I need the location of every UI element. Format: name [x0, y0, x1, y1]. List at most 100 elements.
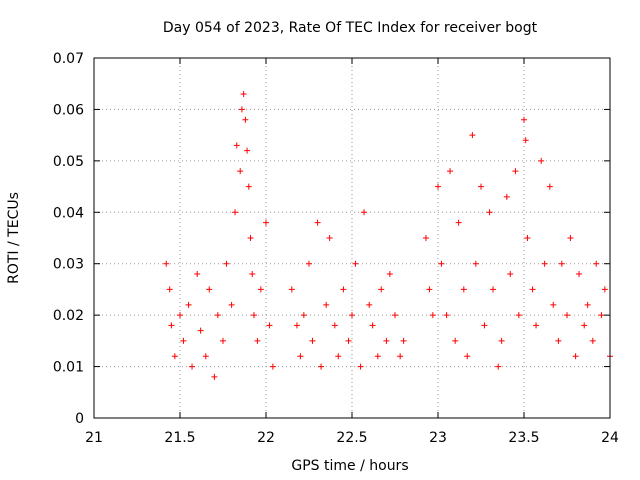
data-point [498, 337, 505, 344]
data-point [240, 91, 247, 97]
y-axis-label: ROTI / TECUs [6, 192, 22, 284]
y-tick-label: 0.06 [53, 102, 84, 118]
data-point [254, 337, 261, 344]
data-point [257, 286, 264, 293]
data-point [452, 337, 459, 344]
data-point [522, 137, 529, 144]
data-point [238, 106, 245, 113]
data-point [163, 260, 170, 267]
data-point [455, 219, 462, 226]
data-point [490, 286, 497, 293]
data-point [584, 301, 591, 308]
data-point [521, 116, 527, 123]
data-point [478, 183, 484, 190]
data-point [572, 353, 579, 360]
data-point [237, 168, 244, 175]
data-point [438, 260, 445, 267]
data-point [392, 312, 398, 319]
data-point [541, 260, 548, 267]
data-point [244, 147, 251, 154]
data-points [163, 91, 613, 380]
data-point [263, 219, 269, 226]
data-point [166, 286, 173, 293]
data-point [300, 312, 307, 319]
data-point [447, 168, 454, 175]
data-point [515, 312, 522, 319]
data-point [250, 312, 257, 319]
x-tick-label: 24 [601, 430, 619, 446]
data-point [197, 327, 204, 334]
data-point [306, 260, 312, 267]
x-axis-ticks: 21 21.5 22 22.5 23 23.5 24 [85, 58, 619, 446]
data-point [546, 183, 553, 190]
data-point [581, 322, 588, 329]
x-tick-label: 21 [85, 430, 103, 446]
data-point [366, 301, 373, 308]
data-point [194, 271, 201, 277]
data-point [512, 168, 519, 175]
data-point [429, 312, 436, 319]
data-point [460, 286, 467, 293]
data-point [232, 209, 239, 216]
data-point [247, 235, 254, 241]
data-point [211, 373, 218, 380]
data-point [567, 235, 574, 241]
x-tick-label: 23 [429, 430, 447, 446]
data-point [266, 322, 273, 329]
data-point [318, 363, 325, 370]
data-point [245, 183, 252, 190]
data-point [378, 286, 385, 293]
data-point [472, 260, 479, 267]
y-tick-label: 0.05 [53, 154, 84, 170]
y-tick-label: 0.04 [53, 205, 84, 221]
data-point [486, 209, 493, 216]
data-point [383, 337, 390, 344]
data-point [220, 337, 226, 344]
data-point [214, 312, 221, 319]
data-point [314, 219, 321, 226]
data-point [598, 312, 605, 319]
data-point [177, 312, 183, 319]
data-point [555, 337, 562, 344]
data-point [397, 353, 404, 360]
data-point [503, 193, 510, 200]
data-point [288, 286, 295, 293]
x-tick-label: 21.5 [164, 430, 195, 446]
data-point [558, 260, 565, 267]
data-point [297, 353, 304, 360]
data-point [533, 322, 540, 329]
data-point [309, 337, 316, 344]
data-point [349, 312, 355, 319]
data-point [331, 322, 338, 329]
x-axis-label: GPS time / hours [291, 458, 408, 474]
data-point [352, 260, 359, 267]
data-point [206, 286, 213, 293]
y-tick-label: 0 [75, 411, 84, 427]
x-tick-label: 22.5 [336, 430, 367, 446]
data-point [202, 353, 209, 360]
data-point [481, 322, 488, 329]
data-point [507, 271, 514, 277]
data-point [564, 312, 570, 319]
x-tick-label: 23.5 [508, 430, 539, 446]
data-point [293, 322, 300, 329]
x-tick-label: 22 [257, 430, 275, 446]
data-point [242, 116, 249, 123]
data-point [249, 271, 256, 277]
data-point [464, 353, 471, 360]
data-point [529, 286, 536, 293]
data-point [435, 183, 441, 190]
data-point [223, 260, 230, 267]
data-point [469, 132, 476, 139]
data-point [601, 286, 608, 293]
data-point [335, 353, 342, 360]
data-point [374, 353, 381, 360]
data-point [495, 363, 502, 370]
data-point [426, 286, 433, 293]
data-point [524, 235, 531, 241]
data-point [326, 235, 333, 241]
data-point [340, 286, 347, 293]
data-point [345, 337, 352, 344]
data-point [228, 301, 235, 308]
